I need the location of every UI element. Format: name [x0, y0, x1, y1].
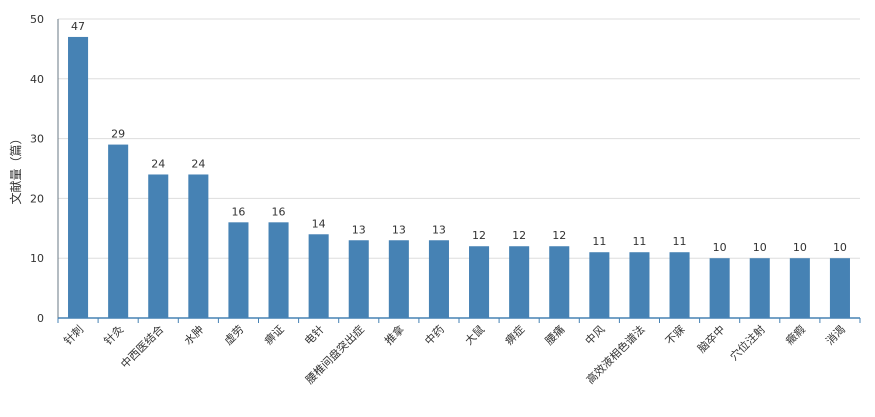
- data-label: 12: [472, 229, 486, 242]
- x-tick-label: 水肿: [181, 322, 206, 347]
- x-tick-label: 中西医结合: [118, 322, 167, 371]
- bar: [188, 174, 209, 318]
- bar: [228, 222, 249, 318]
- x-tick-label: 消渴: [823, 322, 848, 347]
- bar: [469, 246, 490, 318]
- x-tick-label: 腰痛: [542, 322, 567, 347]
- data-label: 12: [512, 229, 526, 242]
- bar: [428, 240, 449, 318]
- data-label: 11: [592, 235, 606, 248]
- data-label: 16: [272, 205, 286, 218]
- x-tick-label: 穴位注射: [727, 322, 768, 363]
- y-axis-title: 文献量（篇）: [8, 132, 23, 204]
- x-tick-label: 癥瘕: [783, 322, 808, 347]
- bars: 47 29 24 24 16 16 14 13 13 13 12 12 12 11 11 11 10 10 10 10: [68, 20, 850, 318]
- x-tick-label: 不寐: [662, 322, 687, 347]
- data-label: 10: [713, 241, 727, 254]
- data-label: 11: [673, 235, 687, 248]
- bar: [308, 234, 329, 318]
- data-label: 16: [231, 205, 245, 218]
- x-tick-label: 痹证: [261, 322, 286, 347]
- y-tick-label: 30: [30, 133, 44, 146]
- x-tick-label: 大鼠: [462, 322, 487, 347]
- data-label: 13: [352, 223, 366, 236]
- x-tick-label: 推拿: [382, 322, 407, 347]
- bar: [629, 252, 650, 318]
- bar: [68, 36, 89, 318]
- bar: [749, 258, 770, 318]
- data-label: 24: [191, 157, 205, 170]
- data-label: 10: [793, 241, 807, 254]
- data-label: 11: [632, 235, 646, 248]
- bar: [709, 258, 730, 318]
- data-label: 13: [432, 223, 446, 236]
- bar: [148, 174, 169, 318]
- data-label: 24: [151, 157, 165, 170]
- bar: [268, 222, 289, 318]
- x-tick-label: 脑卒中: [695, 322, 728, 355]
- y-axis: 0 10 20 30 40 50: [30, 13, 59, 325]
- bar: [509, 246, 530, 318]
- data-label: 14: [312, 217, 326, 230]
- bar: [549, 246, 570, 318]
- data-label: 10: [833, 241, 847, 254]
- x-tick-label: 电针: [301, 322, 326, 347]
- bar: [348, 240, 369, 318]
- x-tick-label: 虚劳: [222, 323, 247, 348]
- bar: [388, 240, 409, 318]
- data-label: 47: [71, 20, 85, 33]
- data-label: 10: [753, 241, 767, 254]
- data-label: 29: [111, 128, 125, 141]
- x-tick-label: 痹症: [502, 322, 527, 347]
- x-tick-label: 针灸: [101, 322, 126, 347]
- bar: [789, 258, 810, 318]
- bar: [589, 252, 610, 318]
- y-tick-label: 50: [30, 13, 44, 26]
- x-tick-label: 中药: [422, 323, 447, 348]
- bar: [829, 258, 850, 318]
- x-tick-label: 针刺: [61, 322, 86, 347]
- data-label: 13: [392, 223, 406, 236]
- bar: [108, 144, 129, 318]
- data-label: 12: [552, 229, 566, 242]
- y-tick-label: 0: [37, 312, 44, 325]
- grid-lines: [58, 18, 860, 259]
- bar: [669, 252, 690, 318]
- y-tick-label: 20: [30, 192, 44, 205]
- y-tick-label: 10: [30, 252, 44, 265]
- x-tick-label: 中风: [583, 323, 608, 348]
- y-tick-label: 40: [30, 73, 44, 86]
